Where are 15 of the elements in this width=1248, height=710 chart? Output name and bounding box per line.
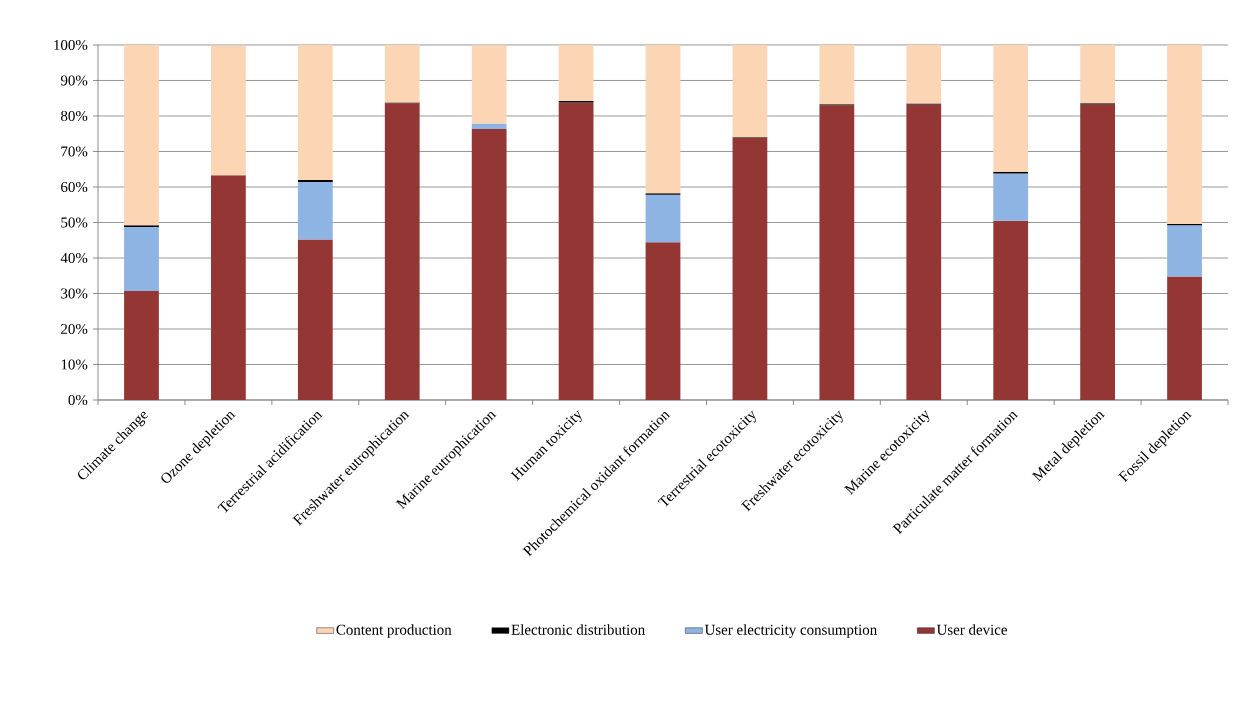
y-tick-label: 50% <box>61 217 88 228</box>
legend-label: Electronic distribution <box>511 624 645 635</box>
y-tick-label: 10% <box>61 359 88 370</box>
y-tick-label: 90% <box>60 75 88 86</box>
legend-label: User device <box>936 624 1007 635</box>
y-tick-label: 40% <box>60 252 88 264</box>
y-tick-label: 30% <box>61 288 88 299</box>
y-tick-label: 70% <box>61 146 88 157</box>
y-tick-label: 0% <box>68 394 88 406</box>
y-tick-label: 60% <box>61 181 88 193</box>
y-tick-label: 20% <box>61 323 88 335</box>
legend-label: Content production <box>336 624 452 638</box>
y-tick-label: 80% <box>61 110 88 122</box>
legend-label: User electricity consumption <box>704 624 877 638</box>
y-tick-label: 100% <box>54 39 88 51</box>
